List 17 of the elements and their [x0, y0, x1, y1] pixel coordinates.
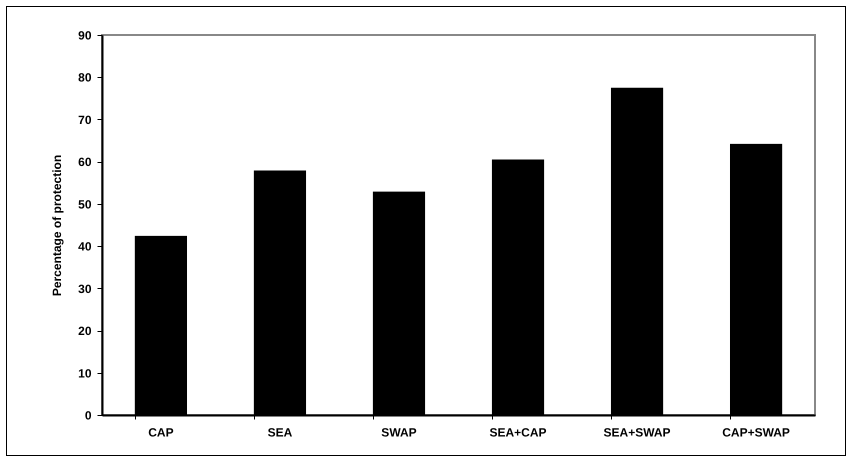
y-tick-label: 10	[78, 366, 92, 380]
x-tick-label: SEA	[268, 426, 293, 440]
y-tick-label: 20	[78, 324, 92, 338]
y-tick-label: 90	[78, 28, 92, 42]
y-tick-label: 70	[78, 112, 92, 127]
y-tick-label: 50	[78, 197, 92, 212]
y-tick-label: 0	[84, 408, 92, 422]
x-tick-label: SEA+SWAP	[604, 426, 671, 440]
x-tick-label: CAP+SWAP	[722, 426, 790, 440]
x-tick-label: SEA+CAP	[490, 426, 547, 440]
y-tick-label: 30	[78, 282, 92, 296]
y-tick-label: 60	[78, 155, 92, 170]
x-tick-label: SWAP	[381, 426, 417, 440]
y-tick-label: 80	[78, 70, 92, 85]
y-tick-label: 40	[78, 240, 92, 254]
y-axis-title: Percentage of protection	[50, 154, 64, 296]
x-tick-label: CAP	[148, 426, 174, 440]
